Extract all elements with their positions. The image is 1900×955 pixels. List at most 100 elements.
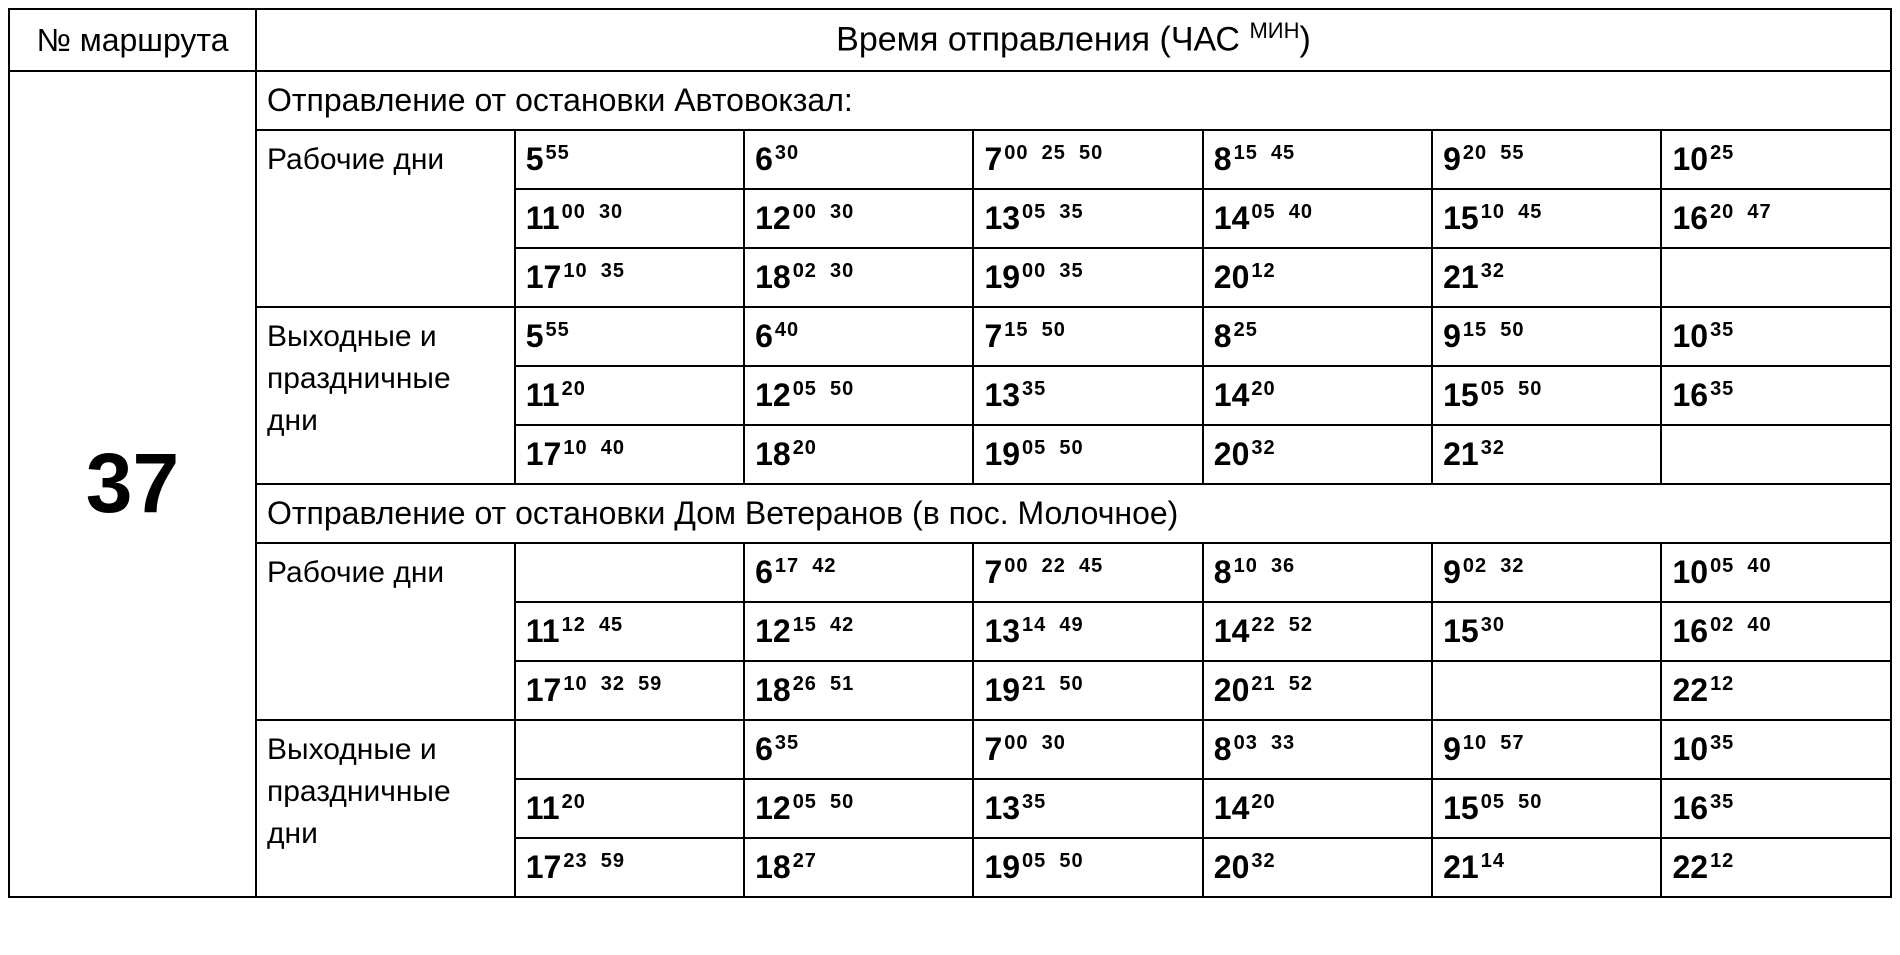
time-cell: 2032: [1203, 425, 1432, 484]
time-cell: 1112 45: [515, 602, 744, 661]
hour-value: 13: [984, 790, 1020, 826]
hour-value: 18: [755, 436, 791, 472]
minute-values: 02 30: [793, 260, 855, 282]
header-time-close: ): [1299, 20, 1310, 58]
hour-value: 15: [1443, 200, 1479, 236]
hour-value: 7: [984, 731, 1002, 767]
hour-value: 18: [755, 259, 791, 295]
time-cell: 910 57: [1432, 720, 1661, 779]
hour-value: 8: [1214, 318, 1232, 354]
time-cell: 1530: [1432, 602, 1661, 661]
hour-value: 9: [1443, 141, 1461, 177]
minute-values: 21 52: [1251, 673, 1313, 695]
minute-values: 20 47: [1710, 201, 1772, 223]
minute-values: 00 30: [1004, 732, 1066, 754]
minute-values: 30: [775, 142, 799, 164]
minute-values: 10 57: [1463, 732, 1525, 754]
time-cell: 1827: [744, 838, 973, 897]
time-cell: 1905 50: [973, 838, 1202, 897]
time-cell: 617 42: [744, 543, 973, 602]
hour-value: 6: [755, 731, 773, 767]
minute-values: 05 35: [1022, 201, 1084, 223]
hour-value: 20: [1214, 672, 1250, 708]
time-cell: 1120: [515, 366, 744, 425]
hour-value: 10: [1672, 318, 1708, 354]
hour-value: 7: [984, 318, 1002, 354]
minute-values: 05 50: [793, 378, 855, 400]
minute-values: 10 36: [1234, 555, 1296, 577]
minute-values: 00 35: [1022, 260, 1084, 282]
minute-values: 02 32: [1463, 555, 1525, 577]
hour-value: 19: [984, 849, 1020, 885]
minute-values: 05 40: [1710, 555, 1772, 577]
time-cell: 1100 30: [515, 189, 744, 248]
minute-values: 10 32 59: [563, 673, 662, 695]
time-cell: 815 45: [1203, 130, 1432, 189]
hour-value: 13: [984, 613, 1020, 649]
time-cell: 1035: [1661, 307, 1891, 366]
time-cell: 630: [744, 130, 973, 189]
minute-values: 20: [562, 378, 586, 400]
hour-value: 12: [755, 790, 791, 826]
time-cell: 2021 52: [1203, 661, 1432, 720]
minute-values: 25: [1710, 142, 1734, 164]
minute-values: 55: [546, 142, 570, 164]
day-type-label: Рабочие дни: [256, 543, 515, 720]
hour-value: 10: [1672, 554, 1708, 590]
hour-value: 12: [755, 377, 791, 413]
hour-value: 16: [1672, 613, 1708, 649]
minute-values: 00 30: [793, 201, 855, 223]
time-cell: 902 32: [1432, 543, 1661, 602]
minute-values: 14 49: [1022, 614, 1084, 636]
hour-value: 16: [1672, 200, 1708, 236]
hour-value: 15: [1443, 613, 1479, 649]
minute-values: 12: [1710, 673, 1734, 695]
hour-value: 12: [755, 200, 791, 236]
minute-values: 35: [1710, 791, 1734, 813]
hour-value: 14: [1214, 377, 1250, 413]
minute-values: 40: [775, 319, 799, 341]
hour-value: 14: [1214, 790, 1250, 826]
hour-value: 22: [1672, 672, 1708, 708]
time-cell: 1005 40: [1661, 543, 1891, 602]
minute-values: 25: [1234, 319, 1258, 341]
time-cell: 810 36: [1203, 543, 1432, 602]
minute-values: 26 51: [793, 673, 855, 695]
time-cell: 1205 50: [744, 779, 973, 838]
time-cell: 2132: [1432, 425, 1661, 484]
time-cell: 1314 49: [973, 602, 1202, 661]
time-cell: 1422 52: [1203, 602, 1432, 661]
hour-value: 19: [984, 436, 1020, 472]
time-cell: 1505 50: [1432, 366, 1661, 425]
hour-value: 22: [1672, 849, 1708, 885]
time-cell: 1620 47: [1661, 189, 1891, 248]
minute-values: 00 30: [562, 201, 624, 223]
hour-value: 21: [1443, 436, 1479, 472]
hour-value: 5: [526, 141, 544, 177]
hour-value: 16: [1672, 790, 1708, 826]
hour-value: 8: [1214, 731, 1232, 767]
minute-values: 20: [1251, 791, 1275, 813]
minute-values: 15 50: [1004, 319, 1066, 341]
time-cell: 635: [744, 720, 973, 779]
minute-values: 20: [562, 791, 586, 813]
minute-values: 10 40: [563, 437, 625, 459]
minute-values: 05 40: [1251, 201, 1313, 223]
minute-values: 05 50: [1481, 791, 1543, 813]
hour-value: 15: [1443, 377, 1479, 413]
hour-value: 11: [526, 377, 560, 413]
minute-values: 05 50: [793, 791, 855, 813]
hour-value: 9: [1443, 554, 1461, 590]
time-cell: 915 50: [1432, 307, 1661, 366]
hour-value: 8: [1214, 141, 1232, 177]
time-cell: 1710 32 59: [515, 661, 744, 720]
hour-value: 5: [526, 318, 544, 354]
minute-values: 55: [546, 319, 570, 341]
time-cell: 1723 59: [515, 838, 744, 897]
time-cell: 1405 40: [1203, 189, 1432, 248]
minute-values: 32: [1251, 850, 1275, 872]
time-cell: 1921 50: [973, 661, 1202, 720]
minute-values: 15 45: [1234, 142, 1296, 164]
hour-value: 13: [984, 377, 1020, 413]
hour-value: 17: [526, 672, 562, 708]
